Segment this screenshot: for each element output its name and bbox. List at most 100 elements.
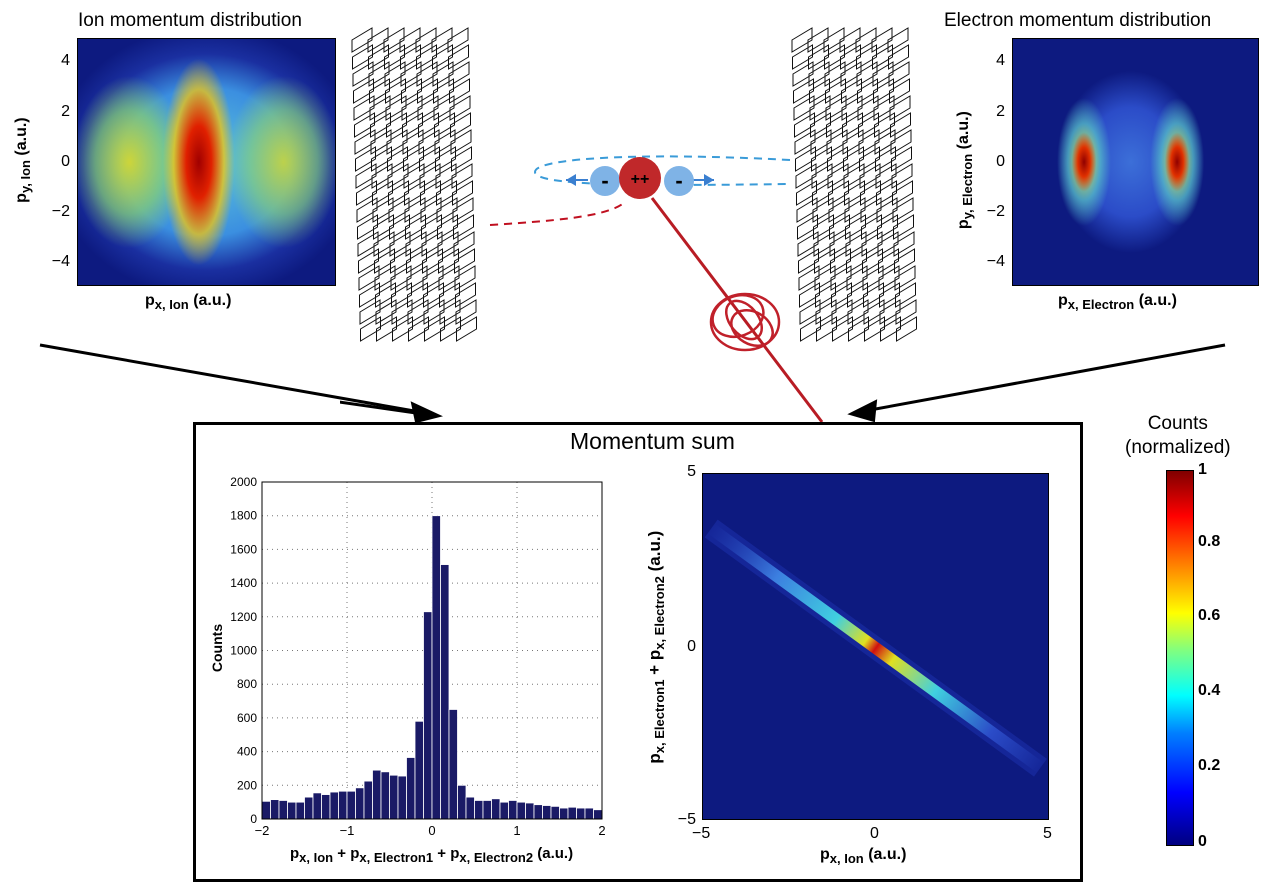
hist-bar xyxy=(533,804,543,820)
hist-bar xyxy=(423,611,433,820)
hist-axes-frame xyxy=(261,481,603,820)
hist-bar xyxy=(508,800,518,820)
grid-cell xyxy=(424,316,445,342)
arrow-head-icon xyxy=(410,401,443,424)
hist-bar xyxy=(542,805,552,820)
hist-ytick: 1800 xyxy=(230,509,257,523)
electron-x-axis-label: px, Electron (a.u.) xyxy=(1058,292,1177,313)
hist-ytick: 1400 xyxy=(230,576,257,590)
grid-cell xyxy=(793,78,814,104)
grid-cell xyxy=(354,129,376,155)
hist-xtick: 2 xyxy=(598,823,605,838)
electron-ytick: 0 xyxy=(996,153,1005,170)
hist-bar xyxy=(431,515,441,820)
left-detector-grid-icon xyxy=(351,27,477,342)
hist-bar xyxy=(550,805,560,820)
laser-polarization-icon xyxy=(709,292,781,352)
grid-cell xyxy=(356,197,378,223)
grid-cell xyxy=(358,248,379,274)
grid-cell xyxy=(353,95,375,121)
scatter-ytick: −5 xyxy=(677,811,696,828)
hist-bar xyxy=(499,801,509,820)
hist-ytick: 1600 xyxy=(230,542,257,556)
grid-cell xyxy=(352,44,373,70)
grid-cell xyxy=(816,316,837,342)
hist-bar xyxy=(287,801,297,820)
hist-bar xyxy=(329,791,339,820)
hist-bar xyxy=(380,771,390,820)
scatter-x-axis-label: px, Ion (a.u.) xyxy=(820,846,907,867)
hist-bar xyxy=(525,802,535,820)
grid-cell xyxy=(792,44,813,70)
hist-bar xyxy=(440,564,450,820)
electron-ytick: 2 xyxy=(996,103,1005,120)
electron-left-icon xyxy=(590,166,620,196)
electron-panel-title: Electron momentum distribution xyxy=(944,10,1212,31)
colorbar-tick: 0 xyxy=(1198,833,1207,850)
hist-bar xyxy=(516,801,526,820)
electron-right-label: - xyxy=(675,168,682,193)
hist-bar xyxy=(567,806,577,820)
grid-cell xyxy=(794,129,816,155)
electron-left-label: - xyxy=(601,168,608,193)
hist-bar xyxy=(576,807,586,820)
colorbar xyxy=(1166,470,1194,846)
momentum-sum-histogram: 0 200 400 600 800 1000 1200 1400 1600 1800 2000 −2 −… xyxy=(230,475,605,838)
hist-bar xyxy=(355,787,365,820)
grid-cell xyxy=(796,180,817,206)
hist-xtick: −2 xyxy=(255,823,270,838)
grid-cell xyxy=(440,316,461,342)
scatter-ytick: 5 xyxy=(687,463,696,480)
grid-cell xyxy=(456,316,477,342)
hist-bar xyxy=(593,809,603,820)
hist-bar xyxy=(304,796,314,820)
momentum-sum-title: Momentum sum xyxy=(570,428,735,454)
ion-x-axis-label: px, Ion (a.u.) xyxy=(145,292,232,313)
hist-bar xyxy=(372,769,382,820)
grid-cell xyxy=(793,95,815,121)
colorbar-tick: 0.8 xyxy=(1198,533,1221,550)
hist-bar xyxy=(584,807,594,820)
ion-panel-title: Ion momentum distribution xyxy=(78,10,302,31)
grid-cell xyxy=(351,27,373,53)
hist-bar xyxy=(338,790,348,820)
spectrometer-illustration: - ++ - xyxy=(340,27,917,423)
scatter-xtick: 5 xyxy=(1043,825,1052,842)
ion-label: ++ xyxy=(631,171,650,188)
hist-ytick: 1200 xyxy=(230,610,257,624)
flow-arrows xyxy=(39,343,1226,424)
right-detector-grid-icon xyxy=(791,27,917,342)
hist-bar xyxy=(474,800,484,820)
grid-cell xyxy=(799,299,821,325)
grid-cell xyxy=(795,163,817,189)
hist-ytick: 800 xyxy=(237,677,257,691)
grid-cell xyxy=(408,316,429,342)
ion-trajectory xyxy=(489,201,626,226)
hist-bar xyxy=(457,784,467,820)
grid-cell xyxy=(800,316,821,342)
ion-momentum-heatmap xyxy=(77,38,336,286)
grid-cell xyxy=(359,282,380,308)
hist-ytick: 0 xyxy=(250,812,257,826)
hist-bar xyxy=(295,801,305,820)
grid-cell xyxy=(797,214,818,240)
ion-icon xyxy=(619,157,661,199)
hist-bar xyxy=(363,780,373,820)
hist-bar xyxy=(278,800,288,820)
grid-cell xyxy=(357,214,378,240)
ion-ytick: 0 xyxy=(61,153,70,170)
grid-cell xyxy=(355,163,377,189)
ion-ytick: 2 xyxy=(61,103,70,120)
hist-bar xyxy=(482,800,492,820)
grid-cell xyxy=(354,112,375,138)
hist-ytick: 2000 xyxy=(230,475,257,489)
colorbar-tick: 0.6 xyxy=(1198,607,1221,624)
hist-bar xyxy=(448,709,458,820)
arrow-right-head-icon xyxy=(704,174,714,186)
grid-cell xyxy=(864,316,885,342)
grid-cell xyxy=(357,231,379,257)
ion-ytick: 4 xyxy=(61,52,70,69)
grid-cell xyxy=(795,146,816,172)
hist-bar xyxy=(346,790,356,820)
hist-bar xyxy=(389,774,399,820)
